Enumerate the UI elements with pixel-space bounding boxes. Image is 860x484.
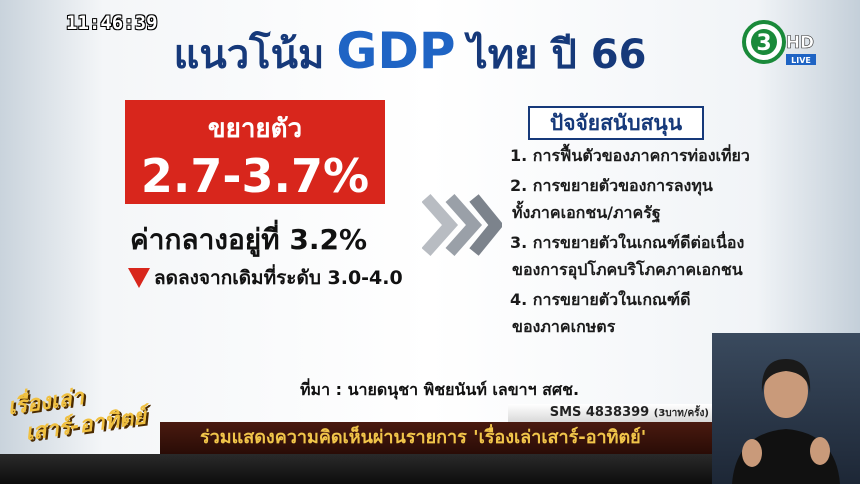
- bottom-bar: [0, 454, 714, 484]
- factor-item: 4. การขยายตัวในเกณฑ์ดีของภาคเกษตร: [510, 286, 750, 340]
- clock: 11:46:39: [66, 12, 158, 34]
- channel-logo-graphic: 3 HD LIVE: [742, 20, 816, 65]
- factors-list: 1. การฟื้นตัวของภาคการท่องเที่ยว 2. การขย…: [510, 142, 750, 343]
- factor-line: ทั้งภาคเอกชน/ภาครัฐ: [512, 203, 661, 222]
- hand: [742, 439, 762, 467]
- growth-range: 2.7-3.7%: [140, 149, 370, 203]
- logo-hd: HD: [786, 33, 814, 53]
- midpoint: ค่ากลางอยู่ที่ 3.2%: [130, 223, 368, 256]
- factor-item: 1. การฟื้นตัวของภาคการท่องเที่ยว: [510, 142, 750, 169]
- revision: ลดลงจากเดิมที่ระดับ 3.0-4.0: [154, 267, 403, 289]
- factor-item: 3. การขยายตัวในเกณฑ์ดีต่อเนื่องของการอุป…: [510, 229, 750, 283]
- title: แนวโน้ม GDP ไทย ปี 66: [0, 22, 820, 86]
- factor-line: 1. การฟื้นตัวของภาคการท่องเที่ยว: [510, 146, 750, 165]
- factor-line: 3. การขยายตัวในเกณฑ์ดีต่อเนื่อง: [510, 233, 745, 252]
- ticker: ร่วมแสดงความคิดเห็นผ่านรายการ 'เรื่องเล่…: [160, 422, 714, 454]
- chevrons: [422, 194, 502, 256]
- sms-number: SMS 4838399: [549, 405, 650, 420]
- sms-bar: SMS 4838399 (3บาท/ครั้ง): [508, 404, 713, 422]
- factors-heading: ปัจจัยสนับสนุน: [528, 106, 704, 140]
- live-badge: [786, 54, 816, 65]
- factor-item: 2. การขยายตัวของการลงทุนทั้งภาคเอกชน/ภาค…: [510, 172, 750, 226]
- chevron: [445, 194, 483, 256]
- logo-number: 3: [756, 31, 771, 56]
- sign-interpreter: [712, 333, 860, 484]
- factor-line: ของการอุปโภคบริโภคภาคเอกชน: [512, 260, 743, 279]
- factor-line: 4. การขยายตัวในเกณฑ์ดี: [510, 290, 691, 309]
- down-arrow: [128, 268, 150, 288]
- title-text: ไทย ปี 66: [467, 32, 647, 78]
- factor-line: 2. การขยายตัวของการลงทุน: [510, 176, 713, 195]
- growth-box: ขยายตัว 2.7-3.7%: [125, 100, 385, 204]
- source: ที่มา : นายดนุชา พิชยนันท์ เลขาฯ สศช.: [300, 380, 580, 399]
- interpreter-figure: [732, 359, 840, 484]
- sms-price: (3บาท/ครั้ง): [653, 408, 709, 419]
- logo-core: [751, 29, 777, 55]
- channel-logo: 3 HD LIVE: [742, 18, 822, 68]
- hair: [761, 359, 811, 393]
- face: [764, 364, 808, 418]
- logo-live: LIVE: [791, 56, 811, 65]
- title-gdp: GDP: [336, 22, 456, 80]
- hand: [810, 437, 830, 465]
- growth-label: ขยายตัว: [207, 114, 303, 144]
- factor-line: ของภาคเกษตร: [512, 317, 616, 336]
- chevron: [469, 194, 502, 256]
- title-text: แนวโน้ม: [173, 32, 325, 78]
- program-logo: เรื่องเล่า เสาร์-อาทิตย์: [6, 372, 174, 464]
- chevron: [422, 194, 459, 256]
